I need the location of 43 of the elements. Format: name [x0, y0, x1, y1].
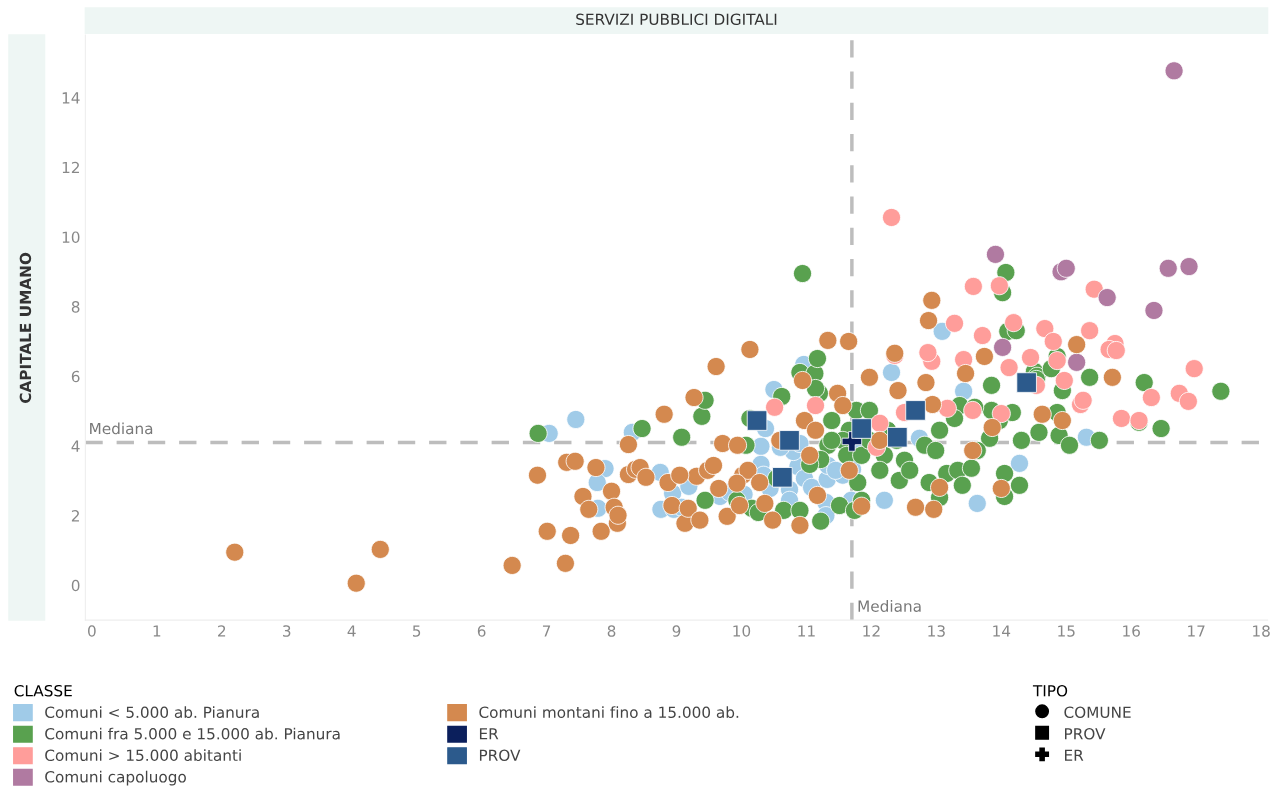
legend-label: ER	[1065, 749, 1084, 761]
legend-label: Comuni fra 5.000 e 15.000 ab. Pianura	[45, 727, 340, 740]
x-tick-label: 6	[477, 625, 486, 637]
y-axis-title: CAPITALE UMANO	[19, 252, 32, 403]
x-tick-label: 1	[153, 625, 161, 637]
x-tick-label: 17	[1188, 625, 1205, 637]
y-tick-label: 2	[71, 510, 79, 522]
x-tick-label: 12	[863, 625, 880, 637]
legend-label: Comuni > 15.000 abitanti	[45, 749, 241, 762]
y-tick-label: 14	[62, 92, 80, 104]
x-tick-label: 2	[218, 625, 226, 637]
legend-label: ER	[479, 728, 499, 740]
y-tick-label: 6	[71, 370, 80, 383]
legend-label: Comuni capoluogo	[45, 770, 186, 786]
x-tick-label: 7	[542, 625, 551, 637]
ref-line-label: Mediana	[90, 422, 153, 435]
y-tick-label: 4	[71, 440, 80, 452]
x-tick-label: 8	[607, 625, 616, 637]
x-tick-label: 16	[1123, 625, 1140, 637]
legend-label: COMUNE	[1064, 706, 1131, 719]
x-tick-label: 14	[993, 625, 1011, 637]
x-tick-label: 0	[88, 625, 96, 637]
x-tick-label: 13	[928, 625, 945, 637]
text: CLASSE	[14, 684, 72, 697]
ref-line-label: Mediana	[858, 600, 921, 612]
x-tick-label: 5	[412, 625, 421, 637]
y-tick-label: 12	[62, 161, 79, 174]
x-tick-label: 18	[1253, 625, 1270, 637]
legend-label: PROV	[479, 749, 521, 762]
y-tick-label: 8	[71, 301, 80, 313]
x-tick-label: 15	[1058, 625, 1075, 637]
chart-title: SERVIZI PUBBLICI DIGITALI	[576, 13, 777, 26]
legend-label: Comuni < 5.000 ab. Pianura	[45, 706, 259, 719]
x-tick-label: 10	[733, 625, 751, 637]
legend-label: PROV	[1065, 727, 1106, 740]
legend-label: Comuni montani fino a 15.000 ab.	[479, 706, 739, 719]
y-tick-label: 0	[71, 579, 80, 592]
text: TIPO	[1032, 684, 1068, 697]
x-tick-label: 3	[283, 625, 291, 637]
x-tick-label: 9	[672, 625, 681, 637]
x-tick-label: 11	[798, 625, 815, 637]
x-tick-label: 4	[347, 625, 356, 637]
y-tick-label: 10	[62, 231, 80, 243]
